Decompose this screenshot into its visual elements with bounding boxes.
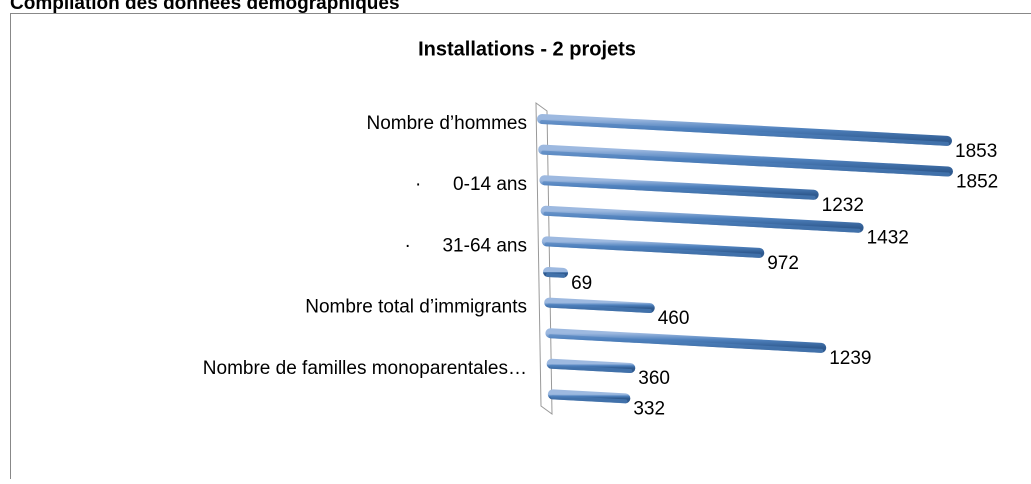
value-label: 1232 — [822, 195, 864, 216]
value-label: 1239 — [829, 348, 871, 369]
value-label: 1432 — [867, 228, 909, 249]
bar — [550, 333, 821, 348]
bar — [548, 272, 563, 273]
value-label: 332 — [633, 398, 665, 419]
category-label: Nombre total d’immigrants — [305, 297, 527, 318]
category-label: Nombre de familles monoparentales… — [203, 358, 527, 379]
page-header: Compilation des données démographiques — [10, 0, 400, 14]
bar-shade — [548, 275, 563, 276]
value-label: 360 — [638, 368, 670, 389]
category-label: Nombre d’hommes — [367, 113, 528, 134]
bar — [542, 119, 947, 141]
category-label: · 31-64 ans — [404, 235, 527, 256]
value-label: 460 — [658, 308, 690, 329]
value-label: 69 — [571, 273, 592, 294]
chart-title: Installations - 2 projets — [418, 38, 636, 60]
category-label: · 0-14 ans — [415, 174, 527, 195]
value-label: 972 — [767, 253, 799, 274]
value-label: 1852 — [956, 171, 998, 192]
bar — [544, 180, 813, 195]
value-label: 1853 — [955, 141, 997, 162]
bar — [543, 150, 948, 172]
bar — [546, 211, 859, 228]
